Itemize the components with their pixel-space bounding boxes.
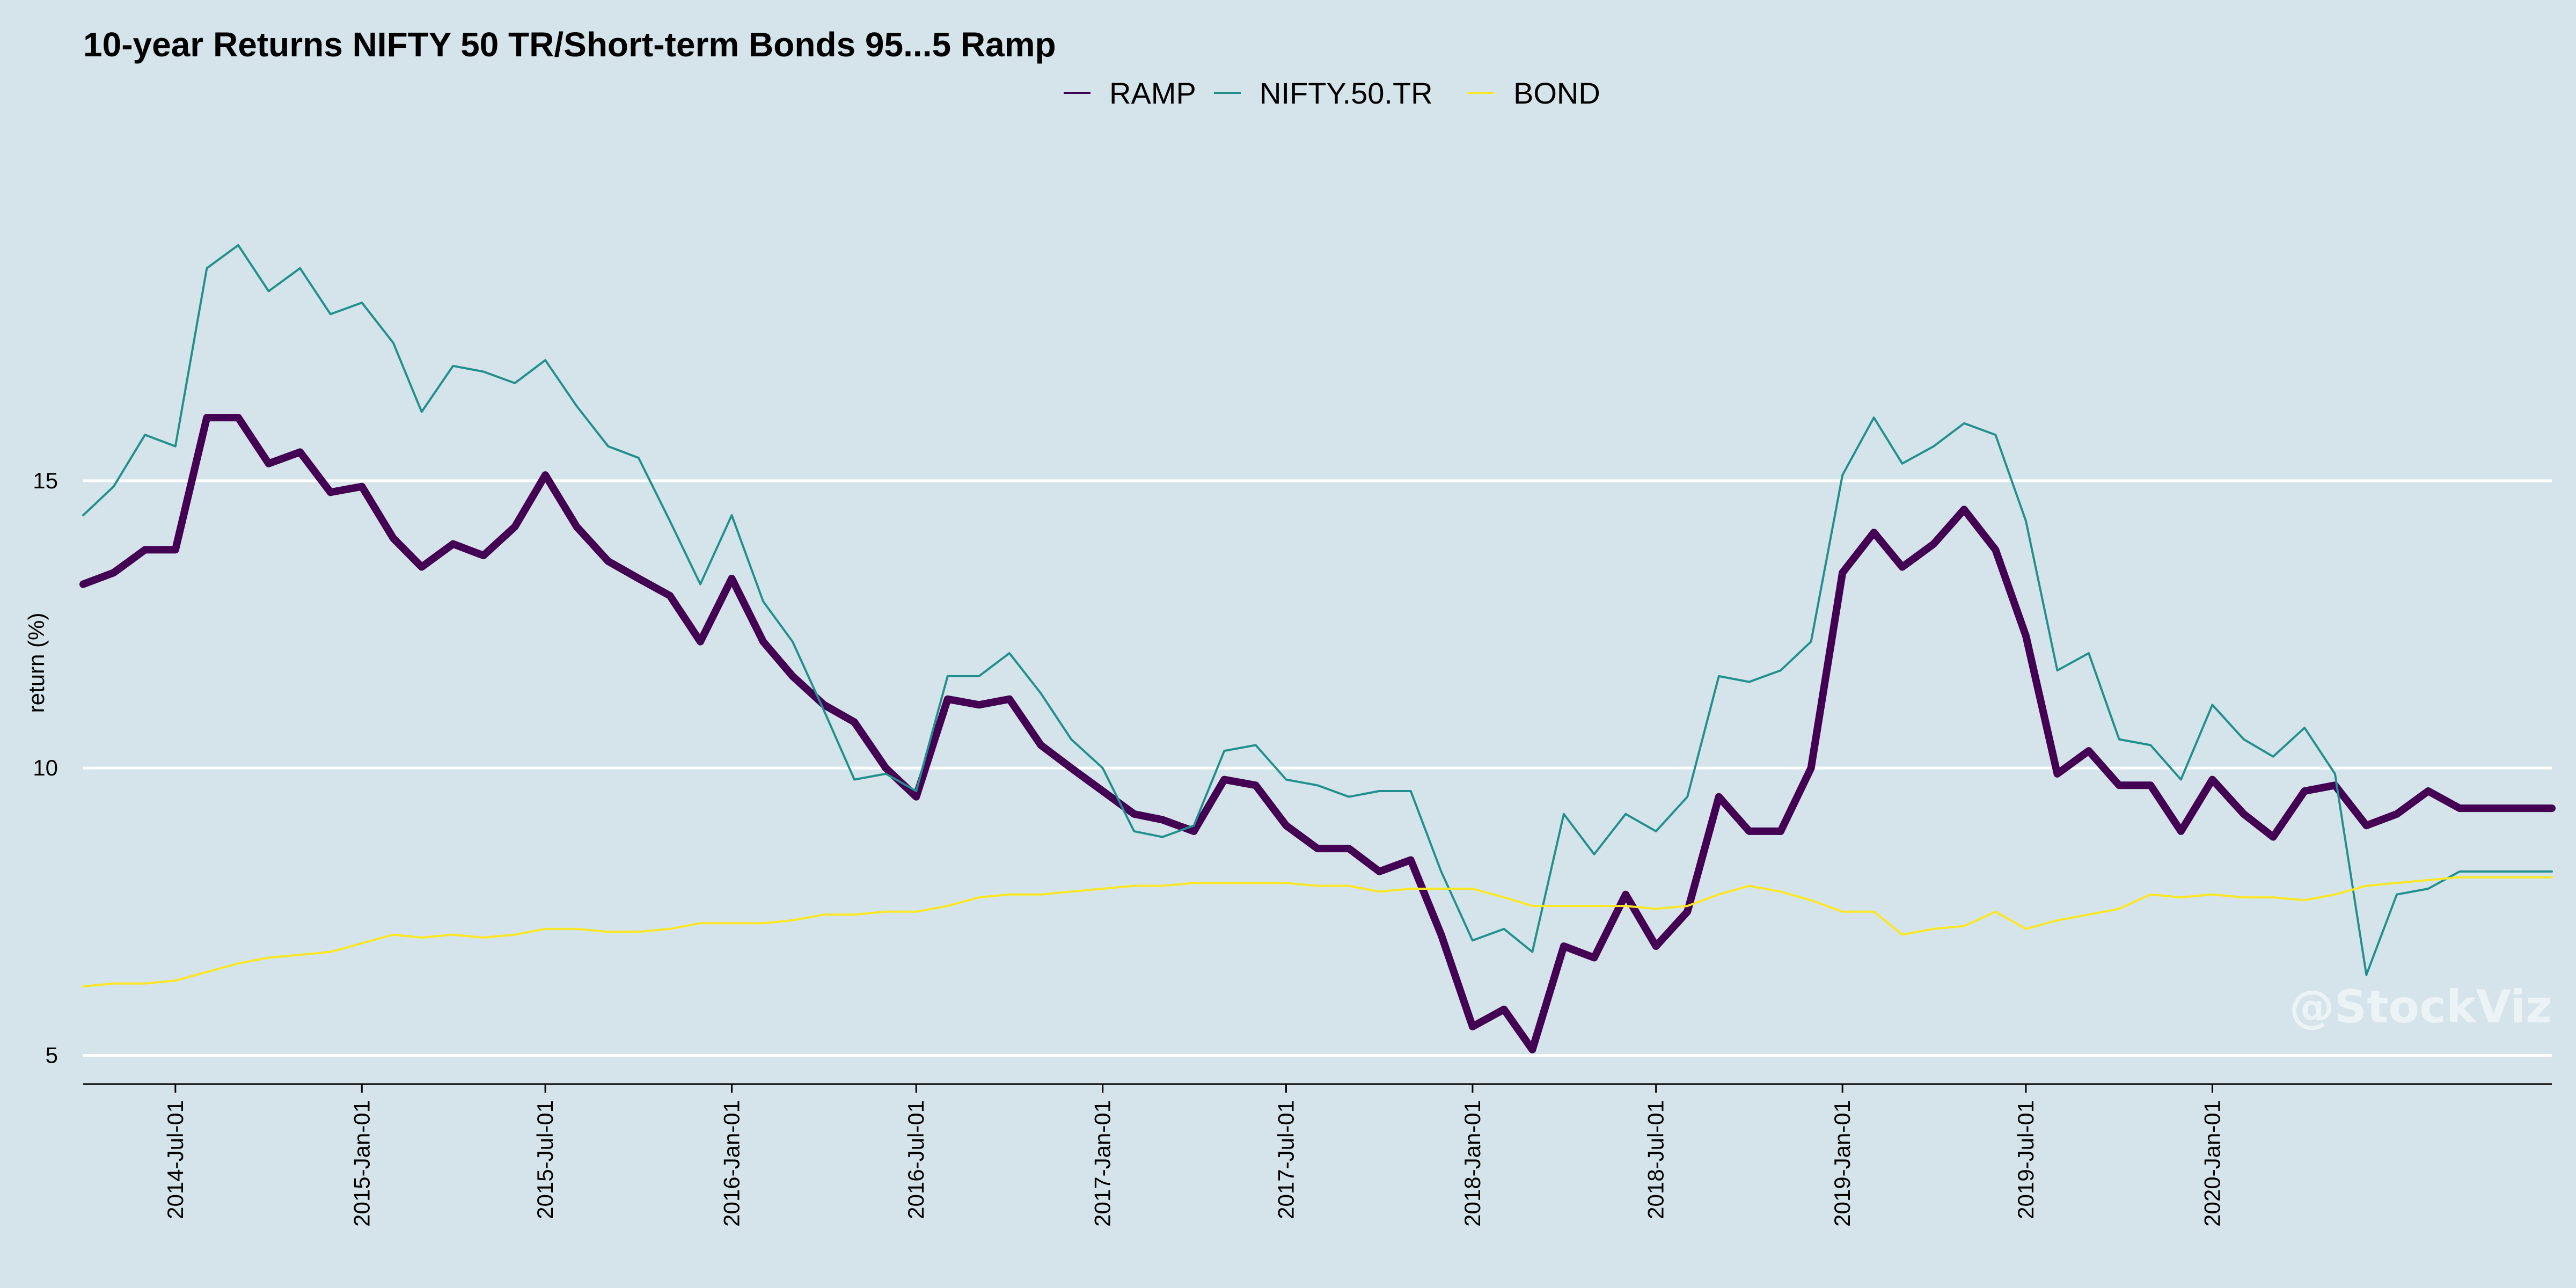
chart-title: 10-year Returns NIFTY 50 TR/Short-term B… — [83, 25, 1056, 64]
x-tick-label: 2018-Jul-01 — [1643, 1100, 1668, 1219]
x-tick-label: 2016-Jan-01 — [719, 1100, 744, 1227]
y-tick-label: 15 — [33, 468, 58, 493]
legend-label: NIFTY.50.TR — [1260, 76, 1433, 110]
series-line-nifty-50-tr — [82, 244, 2553, 976]
legend: RAMP NIFTY.50.TR BOND — [1064, 76, 1600, 110]
legend-label: BOND — [1513, 76, 1600, 110]
x-tick-label: 2018-Jan-01 — [1460, 1100, 1485, 1227]
x-tick-label: 2020-Jan-01 — [2199, 1100, 2224, 1227]
x-tick-label: 2015-Jan-01 — [349, 1100, 374, 1227]
axes: 2014-Jul-01 2015-Jan-01 2015-Jul-01 2016-Ja… — [83, 1083, 2552, 1227]
x-tick-label: 2019-Jan-01 — [1829, 1100, 1855, 1227]
x-tick-label: 2014-Jul-01 — [163, 1100, 188, 1219]
series-lines — [79, 244, 2556, 1053]
x-tick-label: 2017-Jan-01 — [1090, 1100, 1115, 1227]
legend-label: RAMP — [1109, 76, 1196, 110]
series-line-bond — [82, 876, 2553, 987]
y-tick-label: 10 — [33, 755, 58, 780]
x-tick-label: 2017-Jul-01 — [1273, 1100, 1298, 1219]
gridlines: 5 10 15 — [33, 468, 2552, 1067]
y-axis-label: return (%) — [24, 613, 49, 713]
watermark: @StockViz — [2289, 980, 2552, 1033]
x-tick-label: 2015-Jul-01 — [532, 1100, 558, 1219]
y-tick-label: 5 — [46, 1042, 58, 1067]
series-line-ramp — [79, 414, 2556, 1053]
x-tick-label: 2019-Jul-01 — [2013, 1100, 2038, 1219]
x-tick-label: 2016-Jul-01 — [903, 1100, 928, 1219]
